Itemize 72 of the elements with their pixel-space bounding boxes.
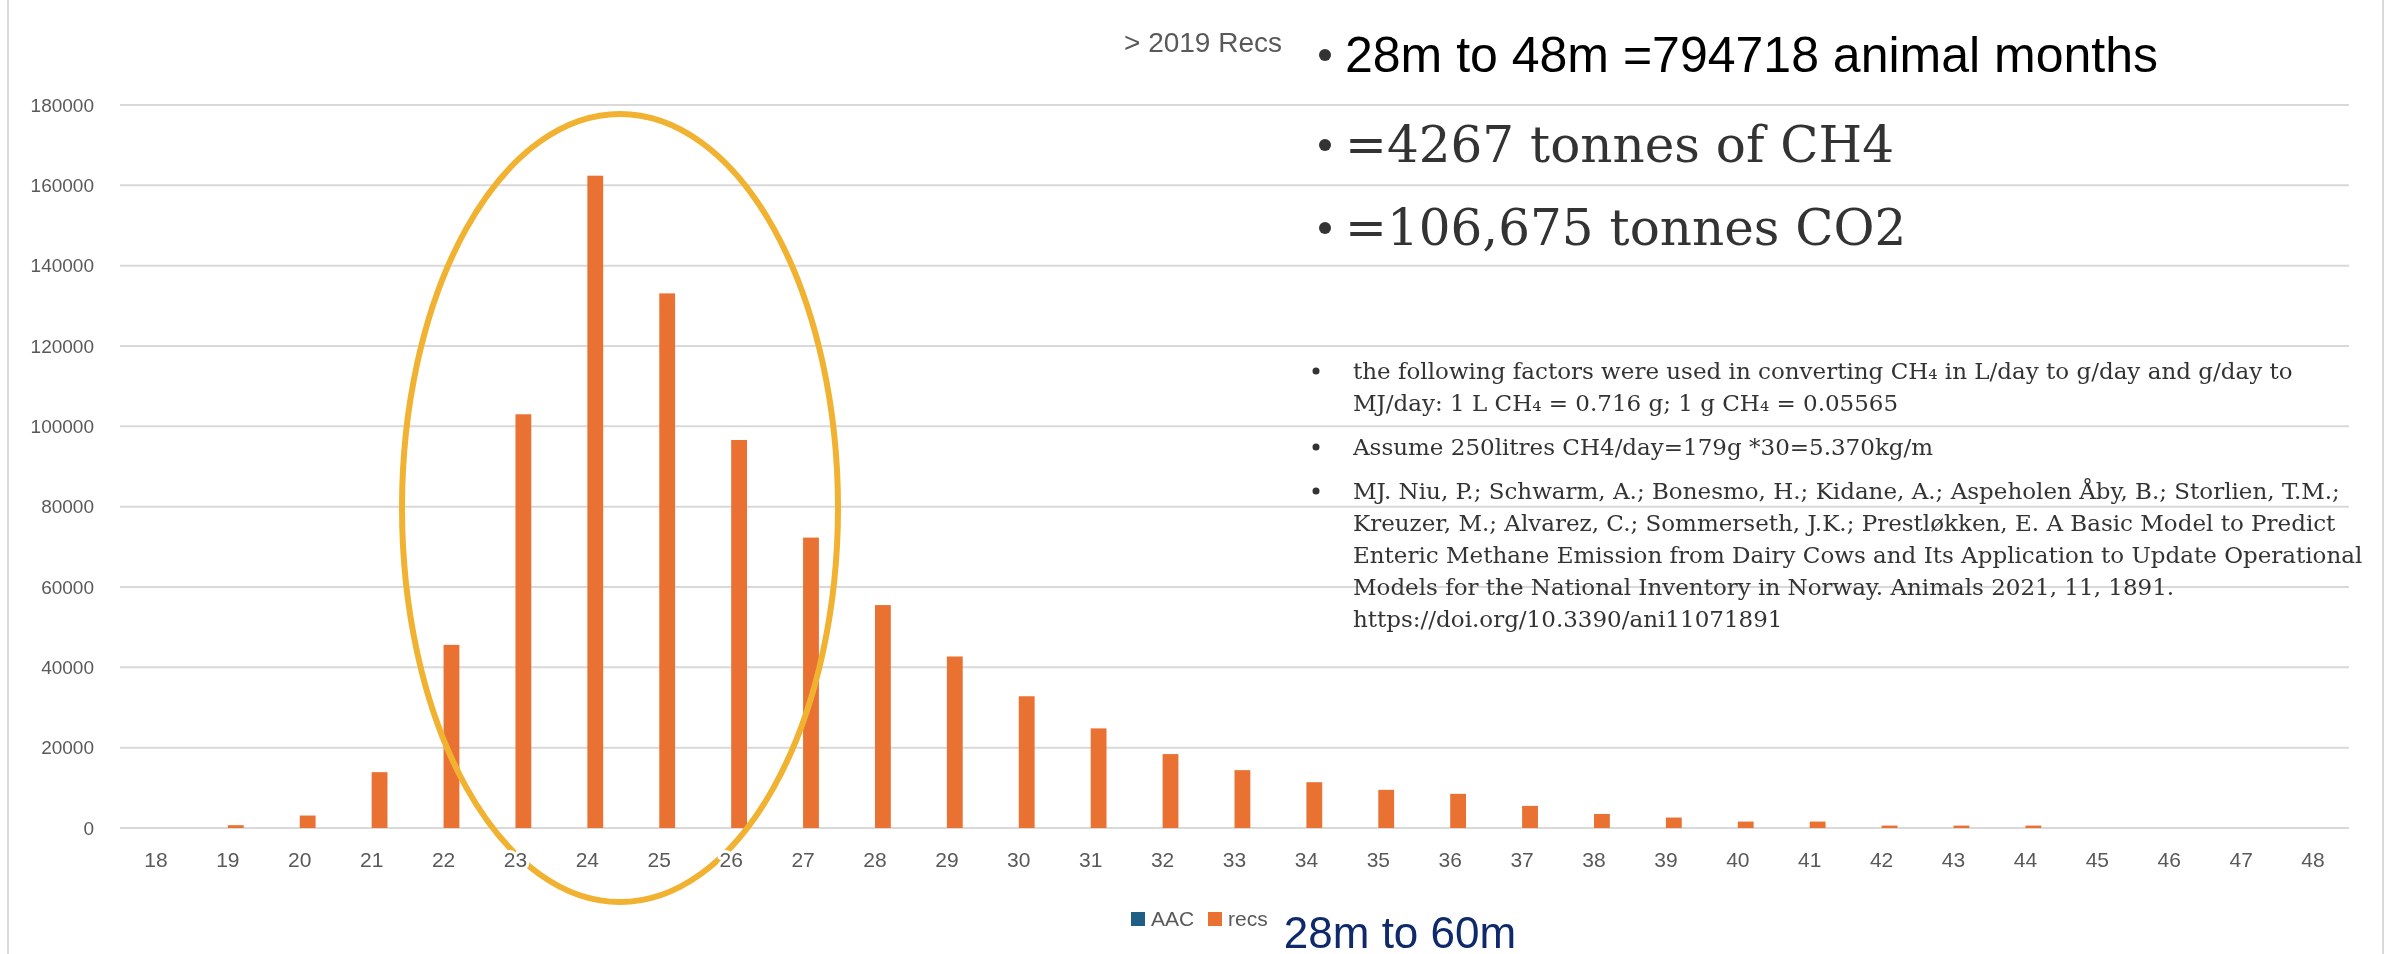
x-tick-label: 45 — [2085, 848, 2110, 872]
y-tick-label: 180000 — [30, 94, 94, 116]
annotation: the following factors were used in converting CH₄ in L/day to g/day and g/day to MJ/day: 1 L CH₄ = 0.716 g; 1 g CH₄ = 0.05565 — [1353, 357, 2294, 418]
bar — [1665, 817, 1682, 828]
x-tick-label: 30 — [1007, 848, 1031, 872]
bar — [587, 175, 604, 828]
annotation: MJ. Niu, P.; Schwarm, A.; Bonesmo, H.; Kidane, A.; Aspeholen Åby, B.; Storlien, T.M.; Kreuzer, M.; Alvarez, C.; Sommerseth, J.K.; Prestløkken, E. A Basic Model to Predict Enteric Methane Emission from Dairy Cows and Its Application to Update Operational Models for the National Inventory in Norway. Animals 2021, 11, 1891. https://doi.org/10.3390/ani11071891 — [1353, 477, 2364, 634]
x-tick-label: 29 — [935, 848, 959, 872]
bar — [1306, 782, 1323, 828]
bar — [1594, 813, 1610, 828]
y-tick-label: 20000 — [41, 737, 94, 759]
legend-label: recs — [1228, 907, 1268, 931]
bar — [659, 293, 676, 828]
bar — [1450, 793, 1467, 828]
bar — [946, 656, 963, 828]
x-tick-label: 32 — [1150, 848, 1175, 872]
x-tick-label: 31 — [1079, 848, 1103, 872]
annotation: =106,675 tonnes CO2 — [1345, 199, 1907, 257]
x-tick-label: 20 — [288, 848, 312, 872]
bar — [1162, 754, 1179, 828]
x-tick-label: 33 — [1222, 848, 1247, 872]
x-tick-label: 44 — [2013, 848, 2038, 872]
x-tick-label: 26 — [719, 848, 743, 872]
x-tick-label: 28 — [863, 848, 887, 872]
x-tick-label: 27 — [791, 848, 815, 872]
x-tick-label: 47 — [2229, 848, 2253, 872]
x-tick-label: 34 — [1294, 848, 1319, 872]
y-tick-label: 140000 — [30, 255, 94, 277]
x-tick-label: 42 — [1869, 848, 1894, 872]
legend-label: AAC — [1151, 907, 1195, 931]
chart-title: > 2019 Recs — [1124, 27, 1282, 58]
bar — [1809, 821, 1826, 828]
x-tick-label: 24 — [575, 848, 600, 872]
x-tick-label: 36 — [1438, 848, 1462, 872]
bar — [227, 825, 244, 828]
y-tick-label: 80000 — [41, 496, 94, 518]
x-tick-label: 35 — [1366, 848, 1390, 872]
bar — [1737, 821, 1754, 828]
text: 28m to 60m — [1283, 908, 1517, 954]
y-tick-label: 120000 — [30, 335, 94, 357]
x-tick-label: 25 — [647, 848, 671, 872]
x-tick-label: 43 — [1941, 848, 1966, 872]
x-tick-label: 18 — [144, 848, 168, 872]
y-tick-label: 0 — [83, 817, 94, 839]
x-tick-label: 19 — [216, 848, 240, 872]
x-tick-label: 40 — [1726, 848, 1750, 872]
x-tick-label: 46 — [2157, 848, 2181, 872]
text: 28m to 48m =794718 animal months — [1345, 27, 2158, 83]
x-tick-label: 39 — [1654, 848, 1678, 872]
bar — [874, 605, 891, 828]
bar — [731, 439, 747, 828]
x-tick-label: 38 — [1582, 848, 1606, 872]
bar — [1234, 770, 1251, 828]
x-tick-label: 48 — [2301, 848, 2325, 872]
y-tick-label: 100000 — [30, 415, 94, 437]
bar — [1522, 805, 1538, 828]
bar — [515, 414, 532, 828]
y-tick-label: 40000 — [41, 656, 94, 678]
y-tick-label: 160000 — [30, 174, 94, 196]
bar — [1090, 728, 1107, 828]
bar — [299, 815, 316, 828]
x-tick-label: 37 — [1510, 848, 1534, 872]
y-tick-label: 60000 — [41, 576, 94, 598]
x-tick-label: 22 — [431, 848, 456, 872]
x-tick-label: 41 — [1798, 848, 1822, 872]
bar — [371, 772, 388, 828]
annotation: =4267 tonnes of CH4 — [1345, 116, 1894, 174]
bar — [1018, 696, 1035, 828]
annotation: Assume 250litres CH4/day=179g *30=5.370kg/m — [1353, 433, 1935, 462]
x-tick-label: 21 — [359, 848, 384, 872]
bar — [803, 537, 819, 828]
bar — [1378, 789, 1395, 828]
